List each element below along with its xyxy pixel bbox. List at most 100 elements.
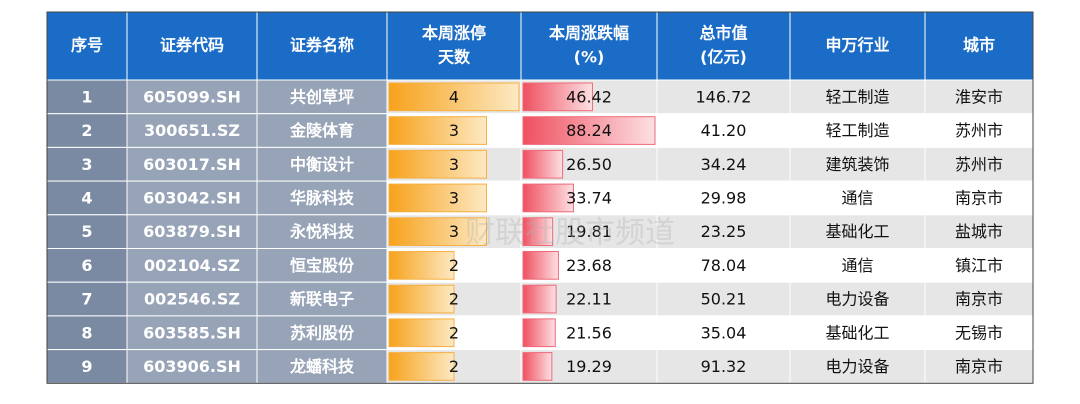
- cell-bg: [256, 113, 388, 148]
- table-cell: 轻工制造: [825, 87, 889, 106]
- table-cell: 3: [449, 155, 459, 174]
- limit-days-bar: [388, 149, 487, 179]
- cell-bg: [924, 79, 1034, 115]
- table-cell: 5: [81, 222, 92, 241]
- watermark: 财联社股市频道: [465, 216, 675, 251]
- header-cell: 证券名称: [290, 36, 354, 55]
- table-cell: 龙蟠科技: [289, 357, 355, 376]
- table-cell: 淮安市: [955, 87, 1003, 106]
- cell-bg: [656, 248, 791, 283]
- header-cell: 本周涨停: [422, 24, 486, 43]
- table-cell: 基础化工: [825, 323, 889, 342]
- table-cell: 通信: [841, 256, 873, 275]
- cell-bg: [256, 248, 388, 283]
- header-cell: 序号: [71, 36, 103, 55]
- cell-bg: [126, 79, 258, 115]
- cell-bg: [46, 315, 128, 351]
- cell-bg: [256, 214, 388, 250]
- table-cell: 603906.SH: [143, 357, 241, 376]
- table-cell: 盐城市: [955, 222, 1003, 241]
- table-cell: 4: [449, 87, 459, 106]
- table-cell: 6: [81, 256, 92, 275]
- table-cell: 电力设备: [825, 357, 889, 376]
- header-cell: 申万行业: [825, 36, 889, 55]
- header-bg: [47, 12, 1033, 80]
- table-cell: 南京市: [955, 357, 1003, 376]
- limit-days-bar: [388, 251, 455, 280]
- table-cell: 9: [81, 357, 92, 376]
- cell-bg: [126, 146, 258, 182]
- table-cell: 8: [81, 323, 92, 342]
- table-cell: 共创草坪: [290, 87, 354, 106]
- table-cell: 50.21: [701, 290, 747, 309]
- cell-bg: [126, 180, 258, 216]
- table-cell: 2: [449, 357, 459, 376]
- cell-bg: [924, 315, 1034, 351]
- change-bar: [522, 183, 574, 213]
- table-cell: 78.04: [701, 256, 747, 275]
- header-cell: (亿元): [700, 48, 747, 67]
- header-cell: 天数: [438, 48, 471, 67]
- table-cell: 苏州市: [955, 121, 1003, 140]
- cell-bg: [924, 281, 1034, 317]
- cell-bg: [46, 180, 128, 216]
- table-cell: 2: [81, 121, 92, 140]
- limit-days-bar: [388, 352, 455, 381]
- table-cell: 3: [449, 222, 459, 241]
- table-cell: 1: [81, 87, 92, 106]
- header-cell: 总市值: [699, 24, 747, 43]
- table-cell: 41.20: [701, 121, 747, 140]
- limit-days-bar: [388, 82, 520, 112]
- table-cell: 300651.SZ: [144, 121, 240, 140]
- table-cell: 2: [449, 290, 459, 309]
- table-cell: 南京市: [955, 188, 1003, 207]
- table-cell: 91.32: [701, 357, 747, 376]
- table-border: [46, 11, 1034, 384]
- limit-days-bar: [388, 183, 487, 213]
- cell-bg: [924, 248, 1034, 283]
- table-cell: 34.24: [701, 155, 747, 174]
- cell-bg: [789, 281, 926, 317]
- table-cell: 603879.SH: [143, 222, 241, 241]
- table-cell: 605099.SH: [143, 87, 241, 106]
- table-cell: 88.24: [566, 121, 612, 140]
- cell-bg: [656, 146, 791, 182]
- table-cell: 南京市: [955, 290, 1003, 309]
- change-bar: [522, 149, 564, 179]
- table-cell: 金陵体育: [289, 121, 354, 140]
- table-cell: 603585.SH: [143, 323, 241, 342]
- table-cell: 电力设备: [825, 290, 889, 309]
- table-cell: 21.56: [566, 323, 612, 342]
- table-cell: 恒宝股份: [290, 256, 355, 275]
- cell-bg: [789, 79, 926, 115]
- table-cell: 26.50: [566, 155, 612, 174]
- table-cell: 4: [81, 188, 92, 207]
- header-cell: 本周涨跌幅: [549, 24, 629, 43]
- cell-bg: [656, 349, 791, 384]
- table-cell: 22.11: [566, 290, 612, 309]
- table-cell: 23.68: [566, 256, 612, 275]
- table-cell: 3: [449, 188, 459, 207]
- cell-bg: [924, 113, 1034, 148]
- table-cell: 29.98: [701, 188, 747, 207]
- change-bar: [522, 82, 593, 112]
- cell-bg: [126, 214, 258, 250]
- cell-bg: [789, 113, 926, 148]
- change-bar: [522, 318, 556, 348]
- cell-bg: [656, 214, 791, 250]
- cell-bg: [924, 349, 1034, 384]
- header-cell: 城市: [963, 36, 995, 55]
- table-cell: 19.81: [566, 222, 612, 241]
- table-cell: 新联电子: [290, 290, 354, 309]
- table-cell: 通信: [841, 188, 873, 207]
- table-cell: 无锡市: [955, 323, 1003, 342]
- table-cell: 苏州市: [955, 155, 1003, 174]
- limit-days-bar: [388, 217, 487, 247]
- table-cell: 002546.SZ: [144, 290, 240, 309]
- limit-days-bar: [388, 284, 455, 314]
- table-cell: 35.04: [701, 323, 747, 342]
- table-cell: 603042.SH: [143, 188, 241, 207]
- table-cell: 中衡设计: [290, 155, 354, 174]
- cell-bg: [256, 281, 388, 317]
